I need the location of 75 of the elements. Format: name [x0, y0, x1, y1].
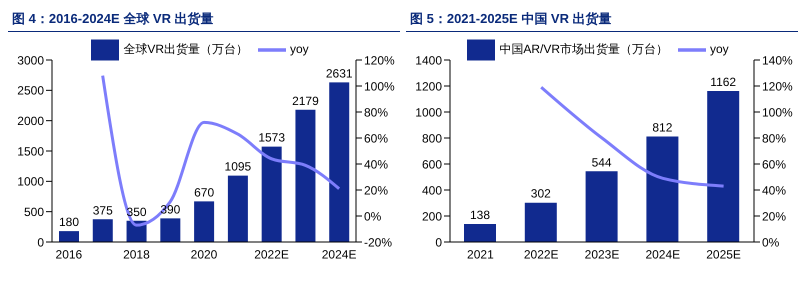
y2-tick-label: 100% [762, 105, 794, 120]
data-label: 302 [530, 186, 552, 201]
data-label: 812 [652, 120, 673, 134]
y2-tick-label: 140% [762, 53, 794, 68]
data-label: 375 [92, 203, 114, 218]
bar [194, 201, 214, 242]
x-tick-label: 2020 [190, 248, 218, 262]
data-label: 1095 [224, 160, 252, 174]
y2-tick-label: 120% [364, 53, 396, 68]
x-tick-label: 2018 [123, 248, 150, 262]
bar [707, 90, 740, 242]
y-tick-label: 400 [422, 183, 442, 198]
data-label: 180 [58, 215, 80, 230]
y2-tick-label: 60% [762, 157, 786, 172]
y2-tick-label: 0% [364, 209, 382, 224]
x-tick-label: 2022E [254, 248, 289, 262]
y-tick-label: 2000 [17, 114, 44, 128]
bar [464, 224, 496, 242]
y-tick-label: 800 [422, 131, 442, 146]
legend-label: yoy [710, 42, 729, 56]
y-tick-label: 0 [37, 235, 44, 250]
bar [228, 176, 248, 242]
y2-tick-label: 40% [364, 157, 388, 172]
data-label: 670 [194, 185, 214, 200]
data-label: 1162 [710, 74, 736, 89]
y-tick-label: 1200 [415, 79, 442, 94]
bar [295, 110, 316, 242]
x-tick-label: 2016 [56, 248, 83, 262]
y2-tick-label: 60% [364, 131, 388, 146]
y-tick-label: 1400 [415, 53, 442, 68]
y-tick-label: 1000 [415, 105, 442, 120]
y2-tick-label: 20% [364, 183, 388, 198]
y-tick-label: 500 [24, 204, 44, 219]
y-tick-label: 600 [422, 157, 442, 172]
y2-tick-label: 40% [762, 183, 786, 198]
y2-tick-label: 80% [364, 105, 388, 120]
x-tick-label: 2021 [467, 248, 494, 262]
y-tick-label: 200 [422, 209, 442, 224]
y-tick-label: 1000 [17, 174, 44, 189]
chart-title: 图 4：2016-2024E 全球 VR 出货量 [8, 8, 400, 32]
y2-tick-label: 20% [762, 209, 786, 224]
y-tick-label: 0 [435, 235, 442, 250]
y2-tick-label: 100% [364, 79, 396, 94]
y2-tick-label: 0% [762, 235, 780, 250]
legend-label: yoy [290, 42, 309, 56]
y2-tick-label: -20% [364, 235, 392, 250]
line-series [540, 86, 726, 188]
chart-title: 图 5：2021-2025E 中国 VR 出货量 [406, 8, 798, 32]
x-tick-label: 2023E [584, 248, 620, 262]
data-label: 2179 [292, 94, 320, 108]
bar [262, 146, 282, 242]
bar [329, 82, 350, 242]
data-label: 138 [470, 208, 490, 222]
y2-tick-label: 120% [762, 79, 794, 94]
data-label: 2631 [326, 66, 353, 80]
bar [586, 171, 618, 242]
x-tick-label: 2022E [524, 248, 559, 262]
data-label: 390 [160, 202, 181, 216]
bar [524, 202, 557, 242]
y-tick-label: 2500 [17, 84, 44, 98]
legend-label: 全球VR出货量（万台） [123, 42, 248, 56]
y-tick-label: 3000 [17, 53, 44, 68]
legend-label: 中国AR/VR市场出货量（万台） [499, 42, 668, 56]
bar [59, 231, 79, 242]
x-tick-label: 2024E [322, 248, 356, 262]
bar [646, 136, 678, 242]
data-label: 544 [592, 155, 612, 170]
data-label: 1573 [258, 130, 286, 145]
y2-tick-label: 80% [762, 131, 786, 146]
data-label: 350 [126, 204, 147, 219]
bar [160, 218, 180, 242]
y-tick-label: 1500 [17, 144, 44, 158]
x-tick-label: 2025E [706, 248, 741, 262]
bar [92, 219, 113, 242]
x-tick-label: 2024E [645, 248, 680, 262]
